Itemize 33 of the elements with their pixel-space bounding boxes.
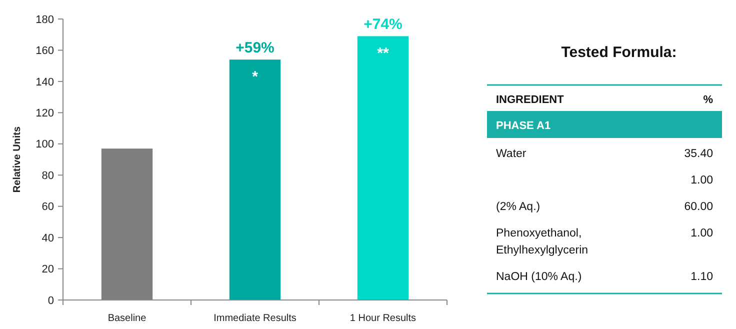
annotation: +59% — [236, 40, 274, 57]
category-label: Water — [496, 148, 526, 160]
text: INGREDIENT — [496, 94, 564, 106]
y-tick-label: 60 — [42, 201, 54, 214]
text: 1.00 — [690, 174, 713, 186]
y-tick-label: 0 — [48, 294, 54, 307]
annotation: +74% — [364, 16, 402, 34]
y-tick-label: 40 — [42, 232, 54, 244]
annotation: ** — [377, 45, 389, 62]
category-label: (2% Aq.) — [496, 201, 540, 213]
y-axis-title: Relative Units — [12, 126, 23, 193]
text: % — [703, 94, 714, 106]
text: 35.40 — [684, 148, 713, 160]
y-tick-label: 140 — [36, 76, 54, 88]
annotation: * — [252, 68, 258, 86]
bar — [229, 60, 281, 300]
text: Tested Formula: — [561, 44, 677, 61]
y-tick-label: 160 — [36, 45, 54, 58]
bar — [357, 36, 409, 300]
y-tick-label: 120 — [36, 108, 54, 120]
x-tick-label: Baseline — [108, 313, 147, 324]
x-tick-label: Immediate Results — [214, 313, 296, 324]
y-tick-label: 20 — [42, 264, 54, 276]
text: PHASE A1 — [496, 120, 551, 132]
text: 1.00 — [690, 228, 713, 240]
category-label: NaOH (10% Aq.) — [496, 271, 582, 283]
y-tick-label: 180 — [36, 14, 54, 26]
x-tick-label: 1 Hour Results — [350, 313, 416, 324]
category-label: Phenoxyethanol, Ethylhexylglycerin — [496, 228, 588, 256]
y-tick-label: 100 — [36, 138, 54, 151]
text: 1.10 — [690, 271, 713, 283]
text: 60.00 — [684, 201, 713, 213]
y-tick-label: 80 — [42, 170, 54, 182]
